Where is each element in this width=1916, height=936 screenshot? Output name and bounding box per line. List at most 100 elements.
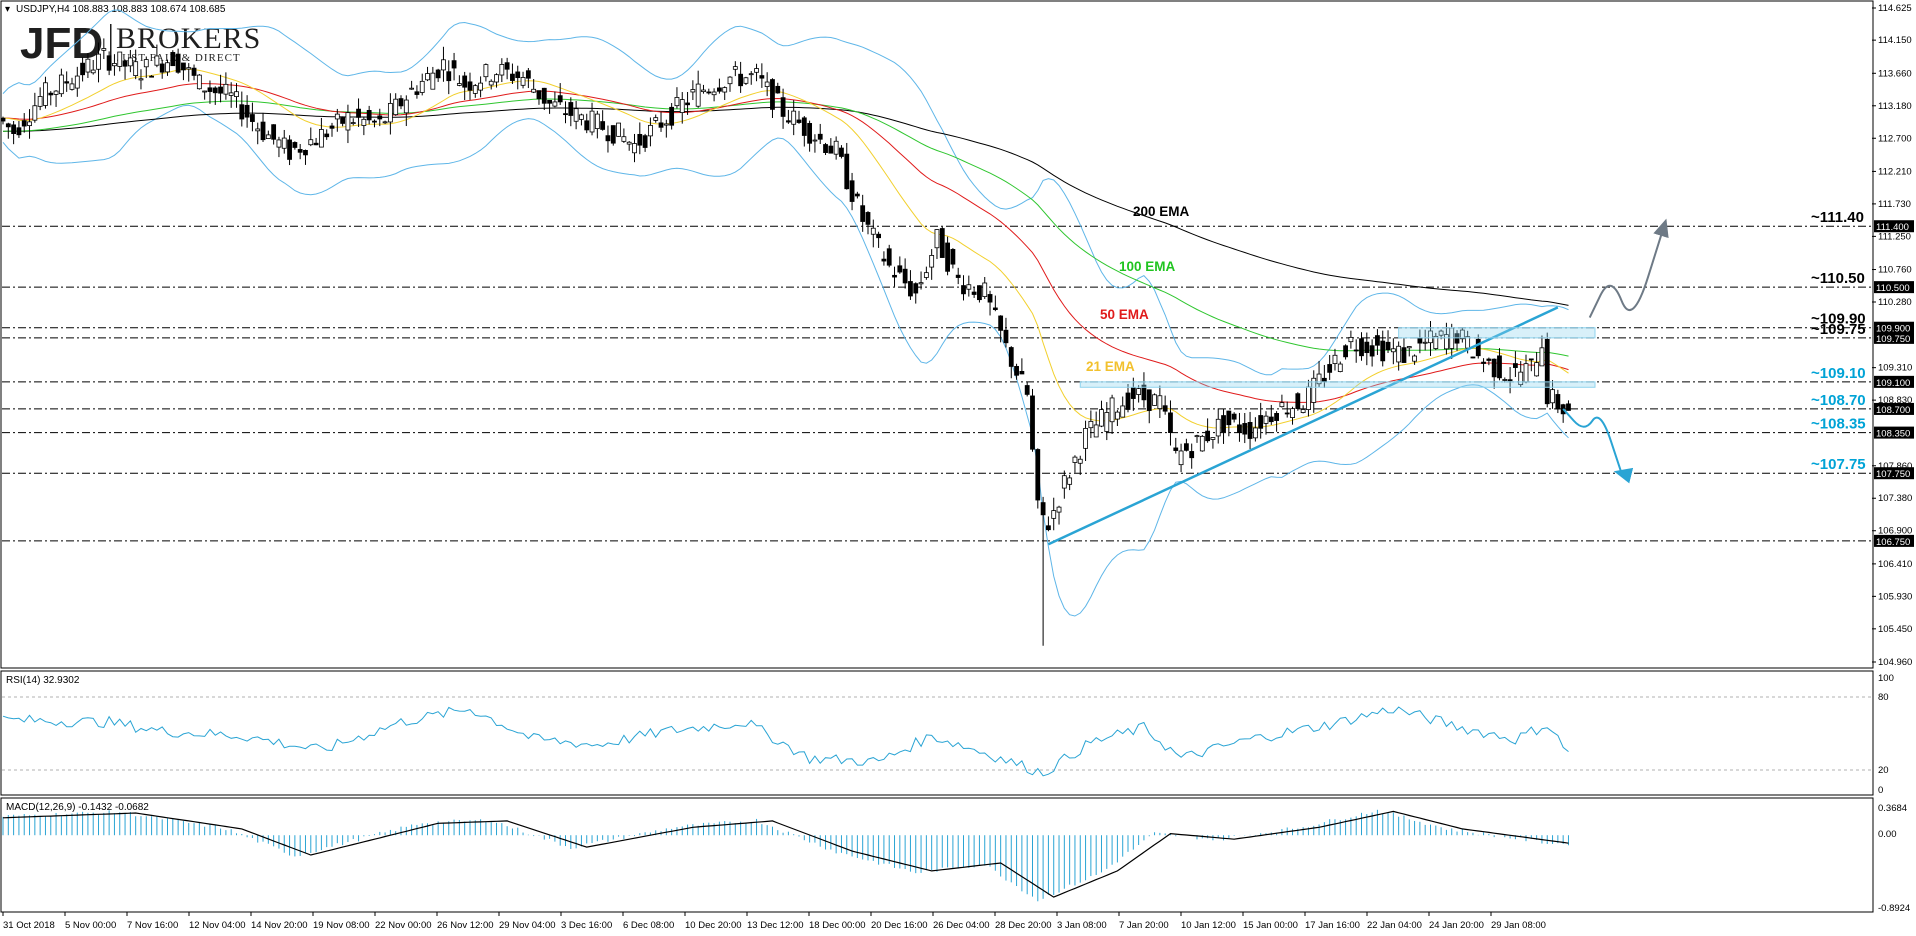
price-tag: 106.750 <box>1874 534 1914 548</box>
macd-tick-bottom: -0.8924 <box>1878 903 1910 914</box>
ema50-label: 50 EMA <box>1100 307 1149 322</box>
candle <box>1295 392 1301 411</box>
candle <box>403 95 409 127</box>
candle <box>207 80 213 104</box>
symbol-info-arrow: ▾ <box>5 4 10 15</box>
candle <box>430 66 436 90</box>
candle <box>345 104 351 144</box>
candle <box>425 66 430 82</box>
price-tick: 106.900 <box>1878 526 1912 537</box>
price-axis: 114.625 114.150 113.660 113.180 112.700 112.2… <box>1872 3 1912 668</box>
candle <box>1523 354 1529 384</box>
price-tag-text: 110.500 <box>1876 283 1910 294</box>
price-panel-frame <box>0 0 1874 669</box>
price-tag-text: 106.750 <box>1876 537 1910 548</box>
candle <box>902 258 908 289</box>
candle <box>37 87 43 111</box>
price-tick: 107.380 <box>1878 493 1912 504</box>
candle <box>748 71 754 85</box>
candle <box>5 122 11 139</box>
candle <box>504 57 510 80</box>
macd-signal-line <box>2 810 1569 898</box>
candle <box>1019 358 1025 375</box>
candle <box>1544 332 1550 408</box>
candle <box>573 100 579 130</box>
candle <box>1115 410 1120 426</box>
candle <box>419 73 425 96</box>
price-tick: 107.860 <box>1878 461 1912 472</box>
candle <box>1359 332 1364 361</box>
candle <box>1061 470 1067 499</box>
candle <box>796 110 802 124</box>
candle <box>1353 339 1359 363</box>
price-tag-text: 111.400 <box>1876 222 1909 233</box>
candle <box>579 113 584 126</box>
candle <box>1024 382 1030 397</box>
symbol-info: USDJPY,H4 108.883 108.883 108.674 108.68… <box>16 4 226 15</box>
candle <box>536 90 542 105</box>
price-tag: 107.750 <box>1874 467 1914 480</box>
candle <box>90 60 96 75</box>
candle <box>1274 411 1279 432</box>
time-tick: 10 Dec 20:00 <box>685 920 742 931</box>
candle <box>759 63 765 88</box>
candle <box>149 75 154 78</box>
candle <box>159 60 165 79</box>
candle <box>228 82 234 108</box>
ema100-line <box>2 98 1569 357</box>
candle <box>785 109 791 124</box>
candle <box>1528 358 1534 372</box>
candle <box>276 136 282 158</box>
candle <box>1348 330 1354 349</box>
candle <box>717 78 722 94</box>
price-tick: 111.250 <box>1878 231 1911 242</box>
price-tick: 113.660 <box>1878 68 1912 79</box>
time-tick: 12 Nov 04:00 <box>189 920 246 931</box>
price-tag-text: 107.750 <box>1876 469 1910 480</box>
candle <box>1481 358 1486 373</box>
candle <box>318 117 324 148</box>
candle <box>1003 317 1009 348</box>
candle <box>1507 367 1513 394</box>
candle <box>584 113 590 134</box>
candle <box>165 59 170 76</box>
candle <box>642 133 648 152</box>
candle <box>1231 412 1237 423</box>
candle <box>64 71 70 92</box>
candle <box>1109 394 1115 435</box>
candle <box>1215 408 1221 444</box>
candle <box>387 93 393 135</box>
candle <box>467 72 473 100</box>
candle <box>563 101 568 124</box>
candle <box>780 88 786 129</box>
candle <box>366 105 372 125</box>
candle <box>85 53 91 78</box>
candle <box>143 56 149 79</box>
candle <box>1093 411 1099 438</box>
candle <box>754 63 759 82</box>
price-tag: 111.400 <box>1874 220 1914 233</box>
bollinger-bands <box>2 9 1569 617</box>
candle <box>1040 496 1046 646</box>
candle <box>674 87 680 109</box>
candle <box>929 249 935 280</box>
time-tick: 7 Jan 20:00 <box>1119 920 1169 931</box>
candle <box>1534 352 1540 377</box>
candle <box>308 127 314 147</box>
candle <box>292 141 298 150</box>
rsi-tick-0: 0 <box>1878 785 1883 796</box>
candle <box>393 93 399 116</box>
bearish-scenario-arrow <box>1562 408 1626 481</box>
level-label: ~109.90 <box>1811 311 1866 328</box>
time-tick: 22 Nov 00:00 <box>375 920 432 931</box>
candle <box>1337 361 1343 373</box>
time-tick: 3 Jan 08:00 <box>1057 920 1107 931</box>
price-tick: 113.180 <box>1878 101 1912 112</box>
time-tick: 15 Jan 00:00 <box>1243 920 1298 931</box>
candle <box>1406 346 1412 357</box>
candle <box>191 64 197 81</box>
candle <box>1475 334 1481 359</box>
candle <box>1560 403 1566 423</box>
candle <box>32 92 38 123</box>
macd-tick-top: 0.3684 <box>1878 803 1907 814</box>
